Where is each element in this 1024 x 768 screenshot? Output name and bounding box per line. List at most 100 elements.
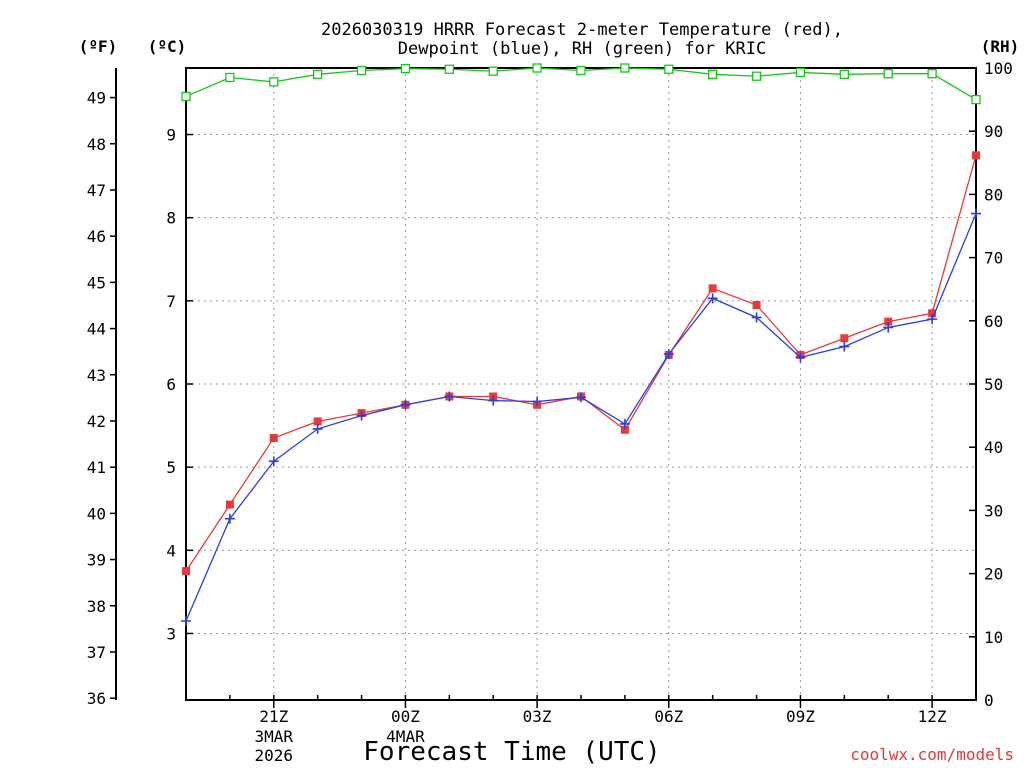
plot-frame (185, 67, 977, 701)
fahrenheit-tick-label: 45 (87, 273, 106, 292)
rh-tick-label: 30 (984, 501, 1003, 520)
x-tick-label: 21Z (259, 707, 288, 726)
rh-point (532, 63, 542, 73)
temperature-point (708, 284, 717, 293)
dewpoint-point (971, 208, 981, 219)
dewpoint-point (400, 399, 411, 410)
chart-title-line1: 2026030319 HRRR Forecast 2-meter Tempera… (321, 20, 843, 40)
celsius-tick-label: 4 (166, 541, 176, 560)
x-tick-sublabel-date: 4MAR (386, 727, 425, 746)
dewpoint-point (927, 314, 938, 325)
fahrenheit-tick-label: 44 (87, 320, 106, 339)
fahrenheit-tick-label: 49 (87, 89, 106, 108)
celsius-tick-label: 6 (166, 375, 176, 394)
rh-point (751, 71, 762, 81)
fahrenheit-tick-label: 47 (87, 181, 106, 200)
dewpoint-point (268, 456, 279, 467)
fahrenheit-tick-label: 43 (87, 366, 106, 385)
temperature-point (752, 301, 761, 309)
dewpoint-point (751, 312, 762, 323)
dewpoint-point (224, 513, 235, 524)
rh-point (313, 69, 323, 79)
rh-point (356, 65, 367, 76)
temperature-point (840, 334, 849, 343)
rh-point (444, 64, 454, 74)
dewpoint-point (795, 352, 806, 363)
rh-point (400, 63, 411, 74)
rh-point (664, 64, 674, 74)
rh-point (225, 72, 235, 83)
temperature-point (225, 500, 234, 509)
dewpoint-point (356, 410, 367, 421)
fahrenheit-tick-label: 48 (87, 135, 106, 154)
data-series (181, 63, 981, 626)
dewpoint-point (488, 395, 499, 406)
rh-point (488, 66, 498, 76)
rh-point (269, 77, 279, 87)
dewpoint-line (185, 213, 977, 622)
rh-tick-label: 80 (984, 185, 1003, 204)
dewpoint-point (576, 392, 586, 403)
x-axis-label: Forecast Time (UTC) (363, 737, 660, 767)
rh-point (883, 69, 893, 79)
x-tick-label: 03Z (523, 707, 552, 726)
fahrenheit-tick-label: 40 (87, 504, 106, 523)
temperature-point (269, 434, 278, 443)
fahrenheit-tick-label: 38 (87, 597, 106, 616)
temperature-line (185, 155, 977, 572)
x-tick-label: 00Z (391, 707, 420, 726)
dewpoint-point (663, 349, 674, 360)
dewpoint-point (839, 341, 850, 352)
rh-point (971, 94, 981, 105)
x-tick-label: 06Z (654, 707, 683, 726)
temperature-point (972, 151, 980, 160)
fahrenheit-unit-label: (ºF) (79, 37, 118, 56)
dewpoint-point (707, 293, 718, 304)
rh-unit-label: (RH) (981, 37, 1020, 56)
rh-tick-label: 100 (984, 59, 1013, 78)
fahrenheit-tick-label: 42 (87, 412, 106, 431)
temperature-point (928, 309, 937, 318)
rh-tick-label: 10 (984, 628, 1003, 647)
rh-tick-label: 90 (984, 122, 1003, 141)
celsius-tick-label: 9 (166, 126, 176, 145)
celsius-unit-label: (ºC) (148, 37, 187, 56)
dewpoint-point (444, 391, 455, 402)
rh-tick-label: 60 (984, 312, 1003, 331)
celsius-tick-label: 7 (166, 292, 176, 311)
rh-tick-label: 0 (984, 691, 994, 710)
dewpoint-point (883, 322, 894, 333)
rh-point (181, 91, 191, 102)
rh-tick-label: 20 (984, 565, 1003, 584)
rh-tick-label: 70 (984, 249, 1003, 268)
rh-tick-label: 40 (984, 438, 1003, 457)
tick-labels: 3637383940414243444546474849345678901020… (87, 59, 1013, 765)
celsius-tick-label: 3 (166, 624, 176, 643)
chart-title-line2: Dewpoint (blue), RH (green) for KRIC (398, 39, 766, 59)
fahrenheit-tick-label: 36 (87, 689, 106, 708)
dewpoint-point (312, 423, 323, 434)
fahrenheit-tick-label: 41 (87, 458, 106, 477)
x-tick-label: 09Z (786, 707, 815, 726)
rh-point (576, 65, 586, 76)
rh-point (708, 69, 718, 79)
x-tick-sublabel-year: 2026 (255, 746, 294, 765)
temperature-point (884, 317, 893, 326)
rh-point (839, 69, 849, 79)
x-tick-sublabel-date: 3MAR (255, 727, 294, 746)
fahrenheit-tick-label: 37 (87, 643, 106, 662)
temperature-point (313, 417, 322, 426)
dewpoint-point (532, 396, 543, 407)
celsius-tick-label: 8 (166, 209, 176, 228)
x-tick-label: 12Z (918, 707, 947, 726)
rh-tick-label: 50 (984, 375, 1003, 394)
fahrenheit-tick-label: 39 (87, 551, 106, 570)
rh-point (795, 67, 806, 78)
celsius-tick-label: 5 (166, 458, 176, 477)
rh-point (927, 69, 937, 79)
dewpoint-point (619, 418, 630, 429)
rh-point (620, 63, 630, 73)
watermark: coolwx.com/models (850, 745, 1014, 764)
fahrenheit-tick-label: 46 (87, 227, 106, 246)
